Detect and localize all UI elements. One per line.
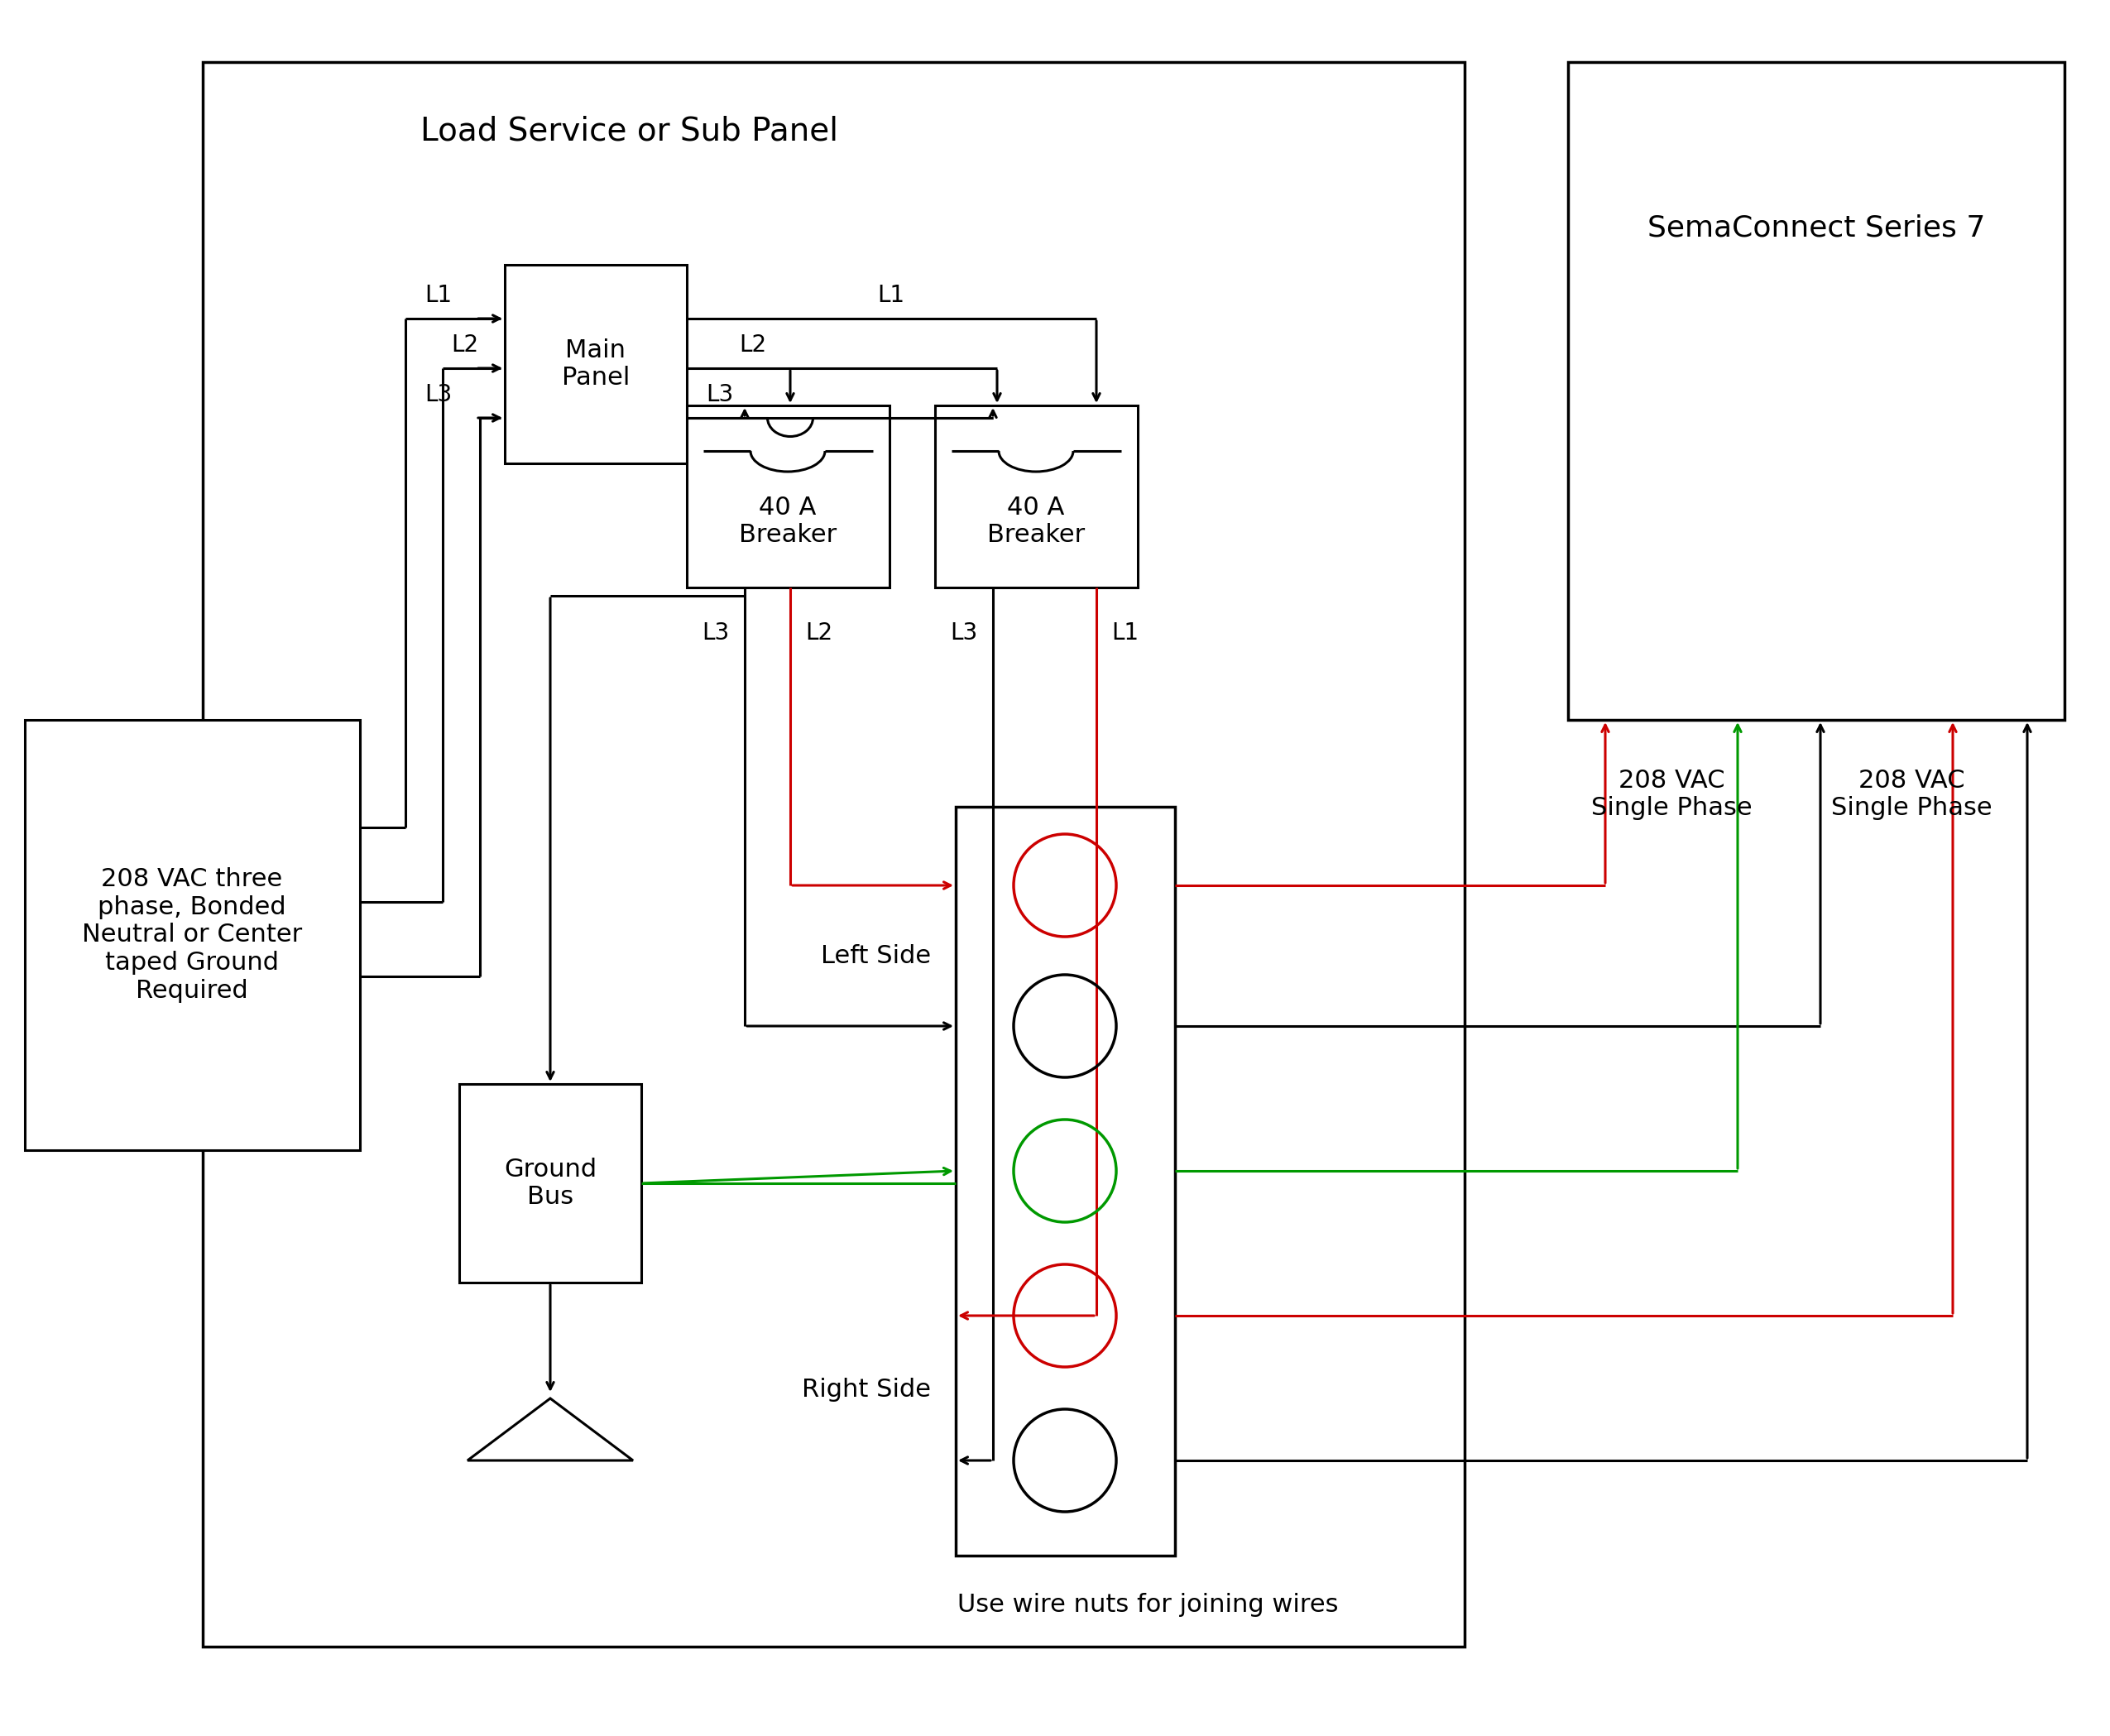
- FancyBboxPatch shape: [25, 720, 361, 1151]
- Text: L3: L3: [949, 621, 977, 644]
- Text: Ground
Bus: Ground Bus: [504, 1158, 597, 1210]
- Text: L3: L3: [707, 384, 734, 406]
- Text: 40 A
Breaker: 40 A Breaker: [738, 495, 838, 547]
- Text: L2: L2: [738, 333, 766, 356]
- Text: L1: L1: [424, 283, 452, 307]
- Text: 208 VAC three
phase, Bonded
Neutral or Center
taped Ground
Required: 208 VAC three phase, Bonded Neutral or C…: [82, 868, 302, 1003]
- Text: L2: L2: [452, 333, 479, 356]
- FancyBboxPatch shape: [504, 266, 686, 464]
- Text: Right Side: Right Side: [802, 1378, 931, 1403]
- FancyBboxPatch shape: [935, 406, 1137, 587]
- Text: 208 VAC
Single Phase: 208 VAC Single Phase: [1831, 769, 1992, 819]
- Text: L3: L3: [424, 384, 452, 406]
- Text: L1: L1: [878, 283, 905, 307]
- Text: SemaConnect Series 7: SemaConnect Series 7: [1648, 214, 1986, 241]
- FancyBboxPatch shape: [686, 406, 890, 587]
- FancyBboxPatch shape: [460, 1083, 641, 1283]
- Text: 208 VAC
Single Phase: 208 VAC Single Phase: [1591, 769, 1751, 819]
- Text: Main
Panel: Main Panel: [561, 339, 631, 391]
- Text: L2: L2: [806, 621, 833, 644]
- Text: Left Side: Left Side: [821, 944, 931, 967]
- Text: 40 A
Breaker: 40 A Breaker: [987, 495, 1085, 547]
- FancyBboxPatch shape: [1568, 62, 2064, 720]
- FancyBboxPatch shape: [203, 62, 1464, 1647]
- Text: L3: L3: [703, 621, 730, 644]
- Text: Load Service or Sub Panel: Load Service or Sub Panel: [420, 116, 838, 148]
- Text: L1: L1: [1112, 621, 1139, 644]
- FancyBboxPatch shape: [956, 807, 1175, 1555]
- Text: Use wire nuts for joining wires: Use wire nuts for joining wires: [958, 1594, 1338, 1618]
